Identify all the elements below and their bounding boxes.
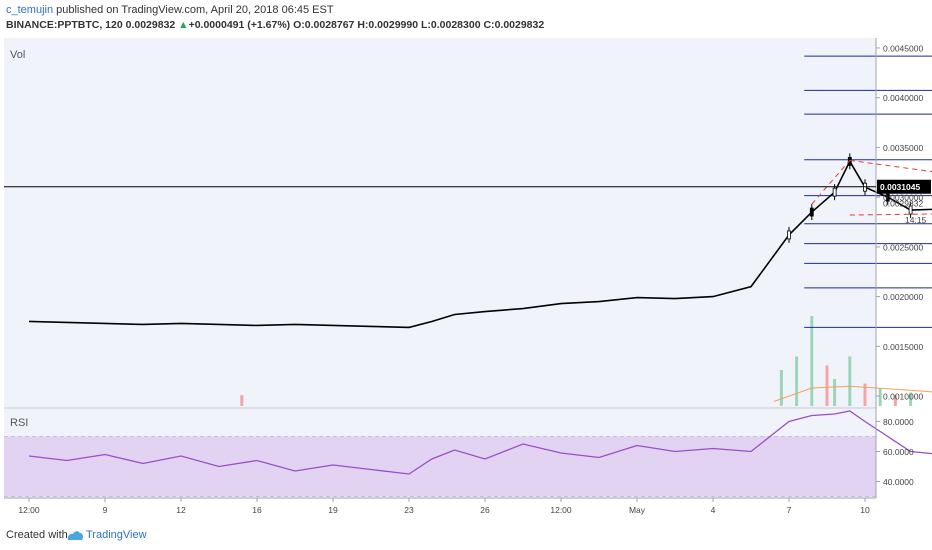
candle-body	[908, 205, 913, 215]
plot-background	[4, 38, 876, 498]
time-tick-label: 12:00	[18, 505, 40, 515]
volume-bar	[833, 379, 837, 406]
ohlc-high-label: H:	[357, 19, 369, 31]
up-arrow-icon: ▲	[178, 19, 189, 31]
tradingview-link[interactable]: TradingView	[86, 529, 147, 541]
price-line	[28, 159, 932, 329]
ohlc-close-label: C:	[483, 19, 495, 31]
volume-bar	[863, 383, 867, 406]
price-tick-label: 0.0015000	[883, 342, 923, 352]
publish-info: published on TradingView.com, April 20, …	[53, 4, 334, 16]
time-tick-label: 10	[860, 505, 870, 515]
rsi-tick-label: 60.0000	[883, 447, 914, 457]
ohlc-low-label: L:	[420, 19, 431, 31]
ohlc-low-value: 0.0028300	[430, 19, 481, 31]
price-axis: 0.00450000.00400000.00350000.00300000.00…	[4, 43, 931, 487]
volume-ma-line	[773, 385, 932, 402]
rsi-line	[28, 410, 932, 475]
time-tick-label: 4	[711, 505, 716, 515]
price-tick-label: 0.0010000	[883, 392, 923, 402]
price-tick-label: 0.0045000	[883, 43, 923, 53]
price-series	[28, 153, 932, 329]
volume-bar	[240, 395, 244, 406]
rsi-series	[28, 410, 932, 475]
chart-svg[interactable]: 0(0.0016905)0.236(0.0020883)0.382(0.0023…	[0, 36, 932, 520]
fib-levels: 0(0.0016905)0.236(0.0020883)0.382(0.0023…	[804, 55, 932, 328]
price-change: +0.0000491 (+1.67%)	[188, 19, 291, 31]
time-tick-label: 23	[404, 505, 414, 515]
vol-pane-label: Vol	[10, 49, 25, 61]
footer: Created with TradingView	[0, 520, 932, 550]
volume-bar	[825, 365, 829, 406]
chart-area[interactable]: 0(0.0016905)0.236(0.0020883)0.382(0.0023…	[0, 36, 932, 520]
time-tick-label: 7	[787, 505, 792, 515]
rsi-tick-label: 40.0000	[883, 477, 914, 487]
price-tick-label: 0.0035000	[883, 143, 923, 153]
ohlc-high-value: 0.0029990	[368, 19, 419, 31]
volume-bar	[848, 356, 852, 406]
publish-line: c_temujin published on TradingView.com, …	[6, 4, 334, 16]
time-tick-label: 9	[103, 505, 108, 515]
symbol-label[interactable]: BINANCE:PPTBTC, 120	[6, 19, 123, 31]
triangle-pattern	[811, 159, 932, 216]
time-tick-label: 12	[176, 505, 186, 515]
price-tick-label: 0.0020000	[883, 292, 923, 302]
volume-bars	[240, 316, 932, 406]
tradingview-logo-icon[interactable]	[66, 528, 84, 542]
last-price-label: 0.0031045	[880, 182, 920, 192]
ohlc-close-value: 0.0029832	[494, 19, 545, 31]
time-tick-label: 12:00	[550, 505, 572, 515]
time-tick-label: 26	[480, 505, 490, 515]
chart-header: c_temujin published on TradingView.com, …	[0, 0, 932, 36]
candle-body	[809, 207, 814, 217]
price-tick-label: 0.0040000	[883, 93, 923, 103]
candle-body	[787, 230, 791, 240]
time-axis: 12:00 9 12 16 19 23 26 12:00 May 4 7 10	[18, 498, 870, 515]
volume-bar	[810, 316, 814, 406]
rsi-tick-label: 80.0000	[883, 417, 914, 427]
candle-body	[832, 187, 837, 197]
current-price-label: 0.0029832	[883, 198, 923, 208]
volume-bar	[779, 370, 783, 406]
rsi-pane-label: RSI	[10, 417, 28, 429]
last-price-box	[877, 179, 931, 194]
triangle-trendline	[849, 213, 932, 216]
volume-bar	[893, 395, 897, 406]
volume-bar	[795, 356, 799, 406]
ohlc-open-value: 0.0028767	[304, 19, 355, 31]
time-tick-label: May	[629, 505, 646, 515]
last-price: 0.0029832	[125, 19, 176, 31]
triangle-trendline	[811, 160, 851, 205]
price-tick-label: 0.0025000	[883, 242, 923, 252]
time-tick-label: 16	[252, 505, 262, 515]
rsi-band	[4, 436, 876, 497]
price-tick-label: 0.0030000	[883, 193, 923, 203]
author-link[interactable]: c_temujin	[6, 4, 54, 16]
volume-bar	[909, 392, 913, 406]
bar-countdown-label: 14:15	[905, 215, 927, 225]
time-tick-label: 19	[328, 505, 338, 515]
symbol-line: BINANCE:PPTBTC, 120 0.0029832 ▲+0.000049…	[6, 19, 544, 31]
ohlc-open-label: O:	[293, 19, 305, 31]
volume-bar	[878, 388, 882, 406]
created-with-label: Created with	[6, 529, 68, 541]
